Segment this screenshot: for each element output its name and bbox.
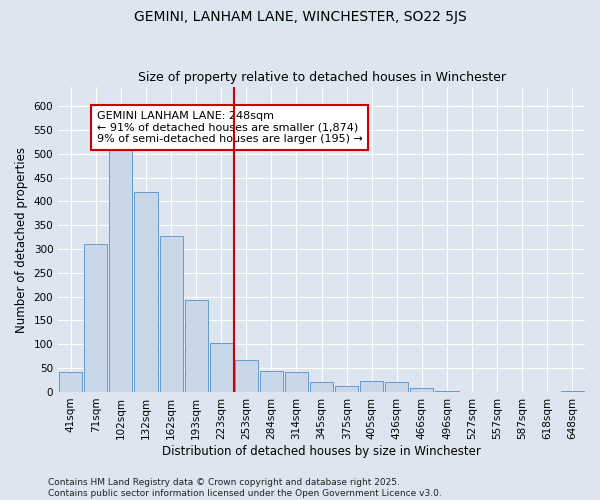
Bar <box>134 192 158 392</box>
Bar <box>84 244 107 392</box>
Bar <box>310 382 333 392</box>
Bar <box>59 372 82 392</box>
Bar <box>209 343 233 392</box>
X-axis label: Distribution of detached houses by size in Winchester: Distribution of detached houses by size … <box>162 444 481 458</box>
Bar <box>160 236 182 392</box>
Bar <box>285 372 308 392</box>
Title: Size of property relative to detached houses in Winchester: Size of property relative to detached ho… <box>137 72 506 85</box>
Bar <box>260 370 283 392</box>
Bar <box>385 382 409 392</box>
Text: Contains HM Land Registry data © Crown copyright and database right 2025.
Contai: Contains HM Land Registry data © Crown c… <box>48 478 442 498</box>
Text: GEMINI LANHAM LANE: 248sqm
← 91% of detached houses are smaller (1,874)
9% of se: GEMINI LANHAM LANE: 248sqm ← 91% of deta… <box>97 111 363 144</box>
Bar <box>235 360 258 392</box>
Bar <box>109 149 133 392</box>
Bar <box>561 391 584 392</box>
Y-axis label: Number of detached properties: Number of detached properties <box>15 146 28 332</box>
Bar <box>436 391 458 392</box>
Text: GEMINI, LANHAM LANE, WINCHESTER, SO22 5JS: GEMINI, LANHAM LANE, WINCHESTER, SO22 5J… <box>134 10 466 24</box>
Bar <box>410 388 433 392</box>
Bar <box>335 386 358 392</box>
Bar <box>360 382 383 392</box>
Bar <box>185 300 208 392</box>
